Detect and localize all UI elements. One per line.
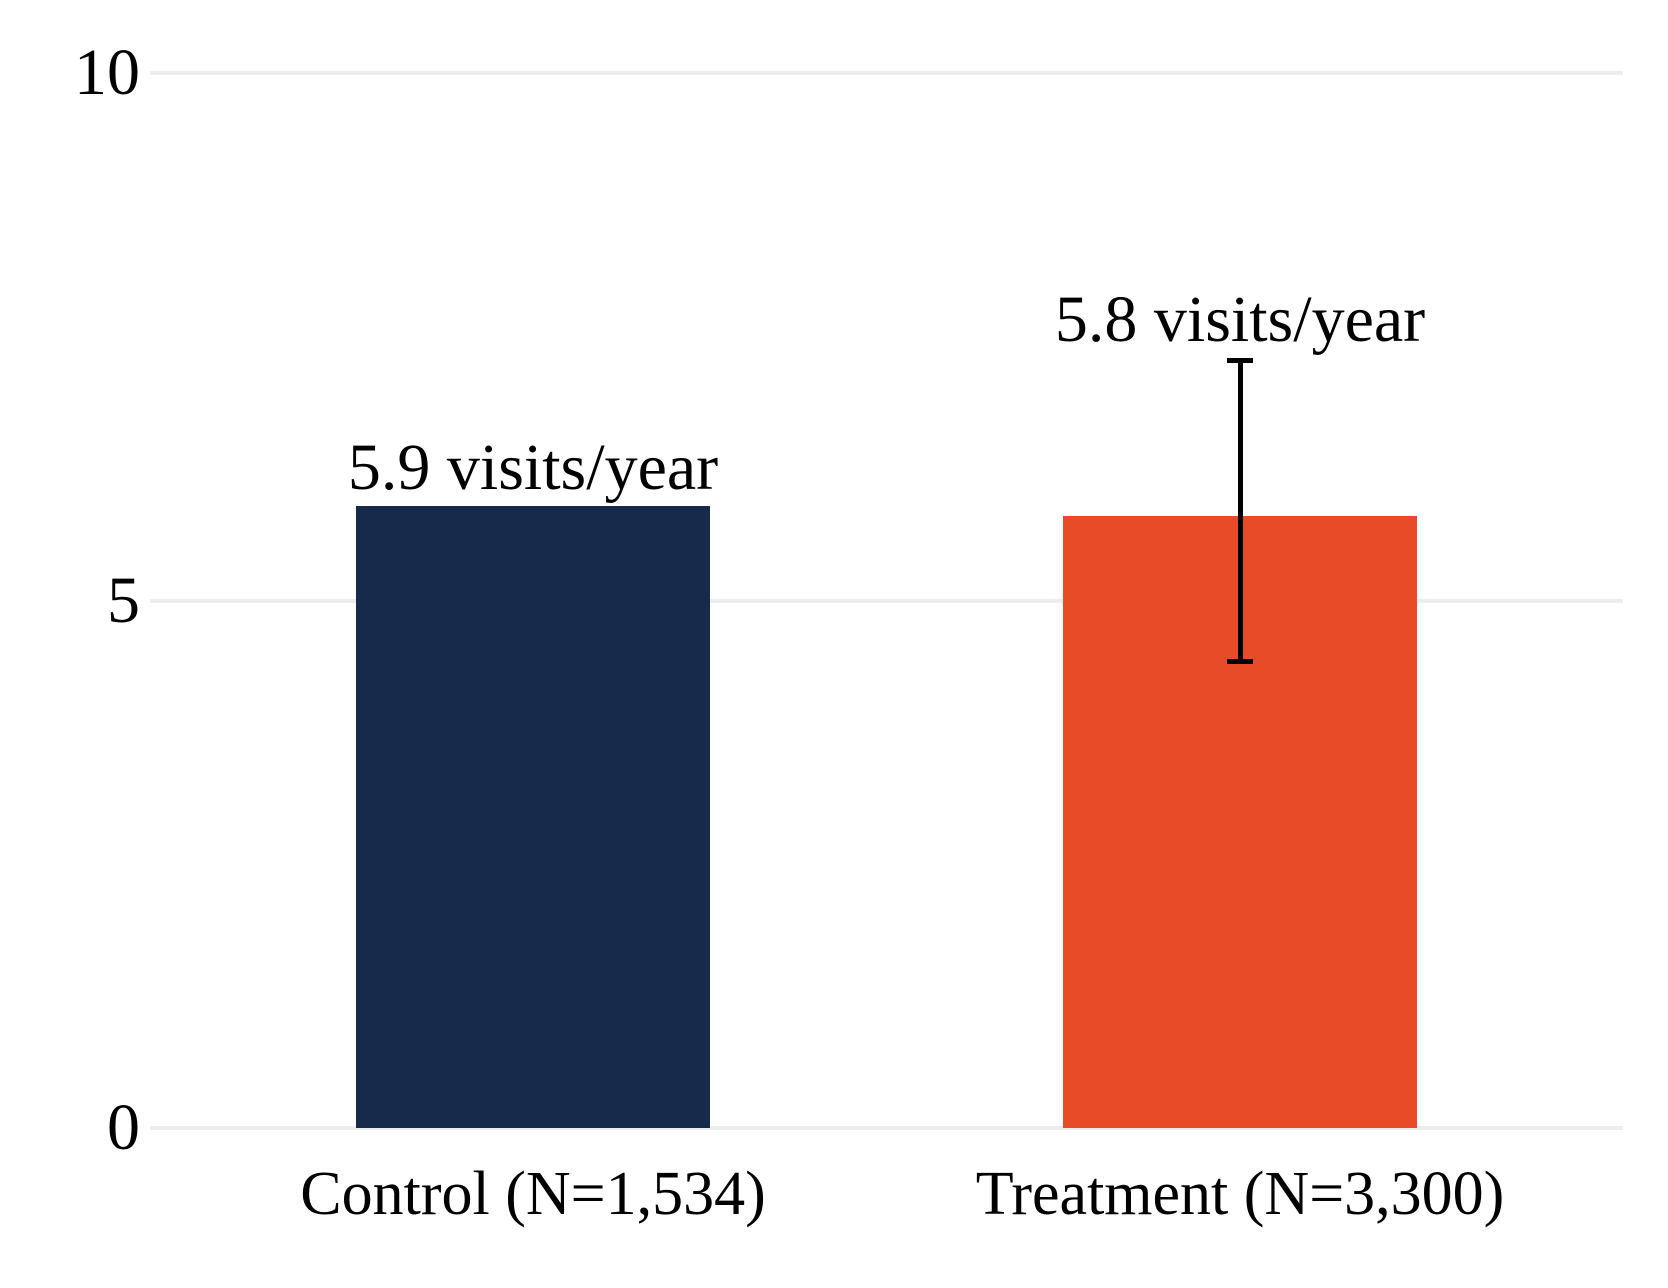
- gridline-y-10: [150, 71, 1623, 75]
- error-bar-cap-top: [1227, 357, 1253, 363]
- x-axis-label-control: Control (N=1,534): [300, 1160, 766, 1228]
- y-tick-label-10: 10: [74, 36, 140, 109]
- y-tick-label-5: 5: [107, 563, 140, 637]
- error-bar-cap-bottom: [1227, 658, 1253, 664]
- y-tick-label-0: 0: [107, 1091, 140, 1164]
- value-label-treatment: 5.8 visits/year: [1054, 282, 1426, 356]
- error-bar-line: [1237, 357, 1243, 664]
- gridline-y-5: [150, 598, 1623, 603]
- gridline-y-0: [150, 1126, 1623, 1130]
- x-axis-label-treatment: Treatment (N=3,300): [975, 1160, 1505, 1228]
- value-label-control: 5.9 visits/year: [347, 430, 719, 504]
- bar-control: [356, 505, 710, 1128]
